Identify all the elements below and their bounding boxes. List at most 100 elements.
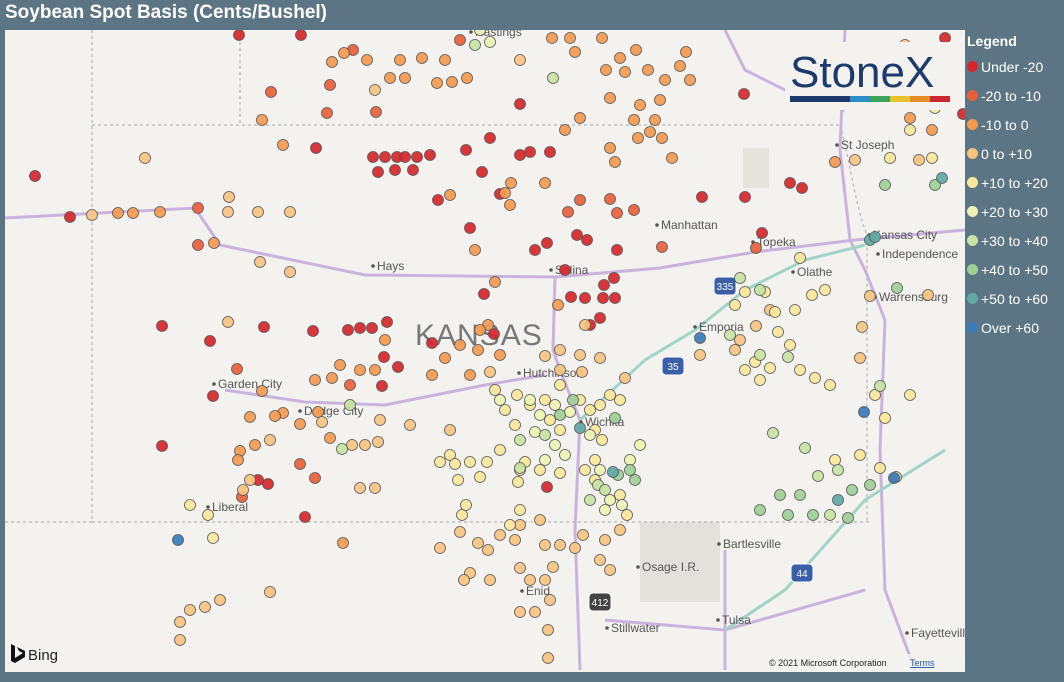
location-dot[interactable] xyxy=(904,124,916,136)
location-dot[interactable] xyxy=(529,606,541,618)
location-dot[interactable] xyxy=(579,292,591,304)
location-dot[interactable] xyxy=(378,351,390,363)
location-dot[interactable] xyxy=(574,422,586,434)
location-dot[interactable] xyxy=(846,484,858,496)
location-dot[interactable] xyxy=(29,170,41,182)
location-dot[interactable] xyxy=(366,322,378,334)
location-dot[interactable] xyxy=(369,364,381,376)
location-dot[interactable] xyxy=(432,194,444,206)
location-dot[interactable] xyxy=(252,206,264,218)
location-dot[interactable] xyxy=(624,454,636,466)
location-dot[interactable] xyxy=(514,562,526,574)
location-dot[interactable] xyxy=(454,339,466,351)
location-dot[interactable] xyxy=(764,362,776,374)
location-dot[interactable] xyxy=(574,349,586,361)
location-dot[interactable] xyxy=(458,574,470,586)
location-dot[interactable] xyxy=(594,352,606,364)
location-dot[interactable] xyxy=(489,384,501,396)
location-dot[interactable] xyxy=(784,177,796,189)
location-dot[interactable] xyxy=(879,179,891,191)
location-dot[interactable] xyxy=(782,509,794,521)
legend-item[interactable]: +10 to +20 xyxy=(967,168,1048,197)
location-dot[interactable] xyxy=(922,289,934,301)
location-dot[interactable] xyxy=(372,166,384,178)
location-dot[interactable] xyxy=(509,534,521,546)
location-dot[interactable] xyxy=(434,542,446,554)
location-dot[interactable] xyxy=(539,539,551,551)
location-dot[interactable] xyxy=(514,54,526,66)
location-dot[interactable] xyxy=(454,34,466,46)
location-dot[interactable] xyxy=(444,449,456,461)
location-dot[interactable] xyxy=(370,106,382,118)
location-dot[interactable] xyxy=(232,454,244,466)
location-dot[interactable] xyxy=(233,30,245,41)
location-dot[interactable] xyxy=(539,574,551,586)
location-dot[interactable] xyxy=(784,339,796,351)
location-dot[interactable] xyxy=(174,634,186,646)
location-dot[interactable] xyxy=(562,206,574,218)
location-dot[interactable] xyxy=(564,32,576,44)
location-dot[interactable] xyxy=(754,349,766,361)
location-dot[interactable] xyxy=(342,324,354,336)
location-dot[interactable] xyxy=(223,191,235,203)
location-dot[interactable] xyxy=(634,439,646,451)
location-dot[interactable] xyxy=(794,489,806,501)
map[interactable]: KANSAS HastingsHaysSalinaManhattanTopeka… xyxy=(5,30,965,672)
location-dot[interactable] xyxy=(858,406,870,418)
location-dot[interactable] xyxy=(416,52,428,64)
location-dot[interactable] xyxy=(659,74,671,86)
location-dot[interactable] xyxy=(469,244,481,256)
location-dot[interactable] xyxy=(374,414,386,426)
location-dot[interactable] xyxy=(472,537,484,549)
location-dot[interactable] xyxy=(739,364,751,376)
location-dot[interactable] xyxy=(819,284,831,296)
location-dot[interactable] xyxy=(739,191,751,203)
location-dot[interactable] xyxy=(579,319,591,331)
location-dot[interactable] xyxy=(256,385,268,397)
location-dot[interactable] xyxy=(694,332,706,344)
location-dot[interactable] xyxy=(494,394,506,406)
location-dot[interactable] xyxy=(614,52,626,64)
location-dot[interactable] xyxy=(769,306,781,318)
location-dot[interactable] xyxy=(172,534,184,546)
location-dot[interactable] xyxy=(446,76,458,88)
location-dot[interactable] xyxy=(379,151,391,163)
location-dot[interactable] xyxy=(202,509,214,521)
location-dot[interactable] xyxy=(564,406,576,418)
location-dot[interactable] xyxy=(254,256,266,268)
location-dot[interactable] xyxy=(431,77,443,89)
location-dot[interactable] xyxy=(812,470,824,482)
location-dot[interactable] xyxy=(579,464,591,476)
location-dot[interactable] xyxy=(539,350,551,362)
location-dot[interactable] xyxy=(424,149,436,161)
location-dot[interactable] xyxy=(86,209,98,221)
location-dot[interactable] xyxy=(514,462,526,474)
location-dot[interactable] xyxy=(599,504,611,516)
location-dot[interactable] xyxy=(616,499,628,511)
location-dot[interactable] xyxy=(854,352,866,364)
location-dot[interactable] xyxy=(460,499,472,511)
location-dot[interactable] xyxy=(326,372,338,384)
location-dot[interactable] xyxy=(547,561,559,573)
location-dot[interactable] xyxy=(594,464,606,476)
location-dot[interactable] xyxy=(829,156,841,168)
location-dot[interactable] xyxy=(594,312,606,324)
location-dot[interactable] xyxy=(750,320,762,332)
location-dot[interactable] xyxy=(426,337,438,349)
location-dot[interactable] xyxy=(539,394,551,406)
location-dot[interactable] xyxy=(624,464,636,476)
location-dot[interactable] xyxy=(154,206,166,218)
location-dot[interactable] xyxy=(199,601,211,613)
location-dot[interactable] xyxy=(460,144,472,156)
location-dot[interactable] xyxy=(542,624,554,636)
location-dot[interactable] xyxy=(249,439,261,451)
location-dot[interactable] xyxy=(599,484,611,496)
location-dot[interactable] xyxy=(269,410,281,422)
location-dot[interactable] xyxy=(854,449,866,461)
location-dot[interactable] xyxy=(926,152,938,164)
location-dot[interactable] xyxy=(539,177,551,189)
location-dot[interactable] xyxy=(321,107,333,119)
location-dot[interactable] xyxy=(407,164,419,176)
location-dot[interactable] xyxy=(369,482,381,494)
location-dot[interactable] xyxy=(774,489,786,501)
